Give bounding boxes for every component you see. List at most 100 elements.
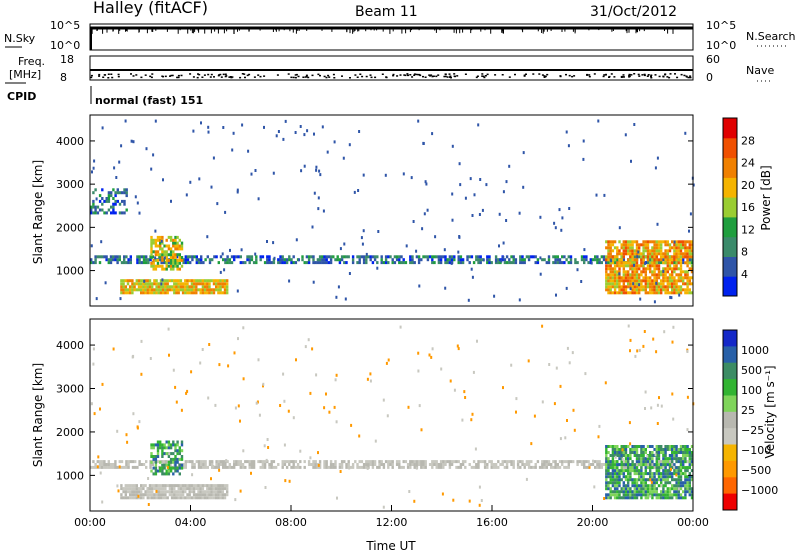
velocity-cell-1419 bbox=[686, 475, 689, 479]
velocity-cell-1037 bbox=[629, 487, 632, 491]
velocity-cell-915 bbox=[611, 478, 615, 482]
nave-dot-121 bbox=[604, 74, 607, 76]
velocity-cell-407 bbox=[538, 465, 542, 469]
velocity-cell-892 bbox=[607, 466, 610, 470]
velocity-colorbar-tick-label-2: 100 bbox=[741, 384, 762, 397]
velocity-cell-804 bbox=[163, 446, 166, 450]
velocity-cell-942 bbox=[613, 448, 617, 451]
power-cell-366 bbox=[523, 261, 526, 265]
nave-dot-75 bbox=[317, 73, 320, 76]
velocity-cell-1283 bbox=[666, 490, 669, 494]
nave-dot-193 bbox=[628, 73, 631, 76]
power-cell-756 bbox=[156, 250, 160, 254]
velocity-cell-579 bbox=[142, 496, 145, 500]
power-cell-334 bbox=[488, 261, 491, 265]
power-cell-712 bbox=[219, 279, 222, 283]
power-cell-870 bbox=[607, 264, 610, 268]
velocity-cell-1117 bbox=[640, 460, 643, 464]
power-scatter-108 bbox=[502, 241, 505, 245]
velocity-cell-731 bbox=[215, 493, 218, 497]
velocity-cell-773 bbox=[154, 463, 158, 467]
power-cell-1447 bbox=[94, 188, 97, 192]
power-cell-927 bbox=[616, 276, 619, 280]
velocity-cell-1059 bbox=[631, 448, 634, 451]
velocity-cell-1293 bbox=[666, 448, 669, 451]
velocity-cell-595 bbox=[151, 496, 154, 500]
velocity-scatter-208 bbox=[660, 404, 663, 408]
power-cell-182 bbox=[312, 258, 315, 262]
velocity-cell-177 bbox=[283, 463, 287, 466]
power-cell-1411 bbox=[688, 291, 691, 295]
power-scatter-181 bbox=[257, 197, 260, 201]
velocity-cell-1205 bbox=[653, 448, 656, 451]
power-cell-1151 bbox=[649, 267, 652, 271]
power-cell-1078 bbox=[638, 285, 641, 289]
power-cell-333 bbox=[486, 255, 489, 259]
power-cell-1235 bbox=[660, 243, 663, 247]
velocity-cell-26 bbox=[114, 463, 117, 466]
nave-dot-16 bbox=[443, 75, 446, 78]
power-cell-758 bbox=[156, 238, 160, 242]
power-scatter-3 bbox=[362, 229, 365, 233]
velocity-scatter-201 bbox=[407, 405, 410, 409]
nave-dot-135 bbox=[207, 73, 210, 76]
power-cell-965 bbox=[622, 285, 625, 289]
velocity-cell-648 bbox=[175, 490, 178, 494]
velocity-cell-108 bbox=[211, 465, 214, 469]
power-scatter-111 bbox=[377, 230, 380, 233]
velocity-scatter-89 bbox=[369, 379, 372, 383]
power-scatter-175 bbox=[263, 125, 265, 129]
velocity-scatter-48 bbox=[284, 479, 287, 483]
velocity-scatter-38 bbox=[317, 463, 320, 467]
power-cell-165 bbox=[288, 255, 291, 259]
velocity-scatter-143 bbox=[166, 466, 169, 469]
velocity-cell-306 bbox=[422, 463, 425, 466]
velocity-cell-135 bbox=[235, 460, 238, 464]
velocity-cell-103 bbox=[204, 463, 207, 466]
velocity-cell-1319 bbox=[671, 454, 674, 457]
velocity-cell-560 bbox=[133, 496, 136, 500]
nave-dot-213 bbox=[450, 76, 452, 79]
power-cell-610 bbox=[170, 288, 174, 292]
power-cell-295 bbox=[444, 261, 447, 265]
nave-dot-146 bbox=[650, 77, 653, 79]
power-cell-223 bbox=[358, 258, 361, 262]
velocity-cell-776 bbox=[154, 455, 158, 458]
nave-dot-117 bbox=[244, 76, 246, 79]
power-cell-1003 bbox=[627, 258, 630, 262]
velocity-cell-134 bbox=[235, 463, 238, 466]
power-cell-701 bbox=[215, 282, 218, 286]
velocity-cell-397 bbox=[525, 460, 529, 464]
power-cell-468 bbox=[646, 261, 650, 265]
power-cell-679 bbox=[203, 285, 207, 289]
velocity-cell-146 bbox=[248, 465, 251, 469]
velocity-cell-1357 bbox=[677, 484, 680, 488]
power-cell-1195 bbox=[655, 279, 658, 283]
power-cell-1080 bbox=[638, 279, 641, 283]
power-cell-287 bbox=[435, 255, 438, 259]
nave-dot-145 bbox=[641, 74, 644, 76]
velocity-scatter-147 bbox=[348, 466, 351, 470]
power-cell-324 bbox=[477, 261, 480, 265]
power-cell-1253 bbox=[664, 276, 667, 280]
velocity-cell-1294 bbox=[666, 445, 669, 448]
velocity-cell-266 bbox=[380, 460, 383, 464]
velocity-cell-870 bbox=[605, 484, 608, 488]
velocity-cell-846 bbox=[176, 466, 179, 470]
velocity-cell-1420 bbox=[686, 469, 689, 473]
power-cell-84 bbox=[186, 261, 190, 265]
nave-dot-120 bbox=[662, 76, 665, 78]
power-cell-1496 bbox=[125, 208, 128, 212]
velocity-cell-746 bbox=[221, 493, 224, 497]
nave-dot-142 bbox=[102, 76, 105, 78]
velocity-cell-150 bbox=[250, 463, 254, 466]
nave-dot-10 bbox=[248, 73, 251, 76]
velocity-cell-1094 bbox=[638, 487, 641, 491]
velocity-cell-341 bbox=[459, 465, 463, 469]
velocity-cell-1262 bbox=[662, 451, 665, 454]
power-scatter-123 bbox=[250, 172, 253, 176]
velocity-scatter-106 bbox=[660, 483, 663, 487]
velocity-cell-1373 bbox=[679, 478, 683, 482]
velocity-cell-841 bbox=[174, 455, 177, 458]
velocity-cell-1170 bbox=[649, 475, 652, 479]
